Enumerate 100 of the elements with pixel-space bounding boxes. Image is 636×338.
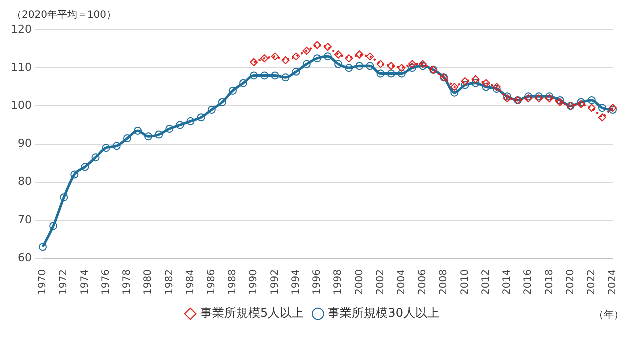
x-tick-label: 1996: [312, 270, 324, 296]
point: [292, 52, 300, 61]
x-tick-label: 2004: [396, 270, 408, 296]
point: [598, 104, 606, 112]
point: [144, 132, 153, 141]
x-tick-label: 1976: [100, 270, 112, 296]
point: [313, 54, 322, 63]
x-tick-label: 2010: [460, 270, 471, 296]
x-tick-label: 2006: [418, 270, 429, 296]
point: [260, 72, 269, 80]
x-tick-label: 2002: [375, 270, 386, 296]
y-tick-label: 110: [10, 60, 32, 74]
point: [408, 60, 416, 68]
point: [324, 43, 332, 52]
point: [356, 62, 364, 70]
point: [376, 70, 385, 78]
point: [271, 52, 280, 61]
point: [450, 83, 459, 92]
y-tick-label: 60: [18, 251, 32, 264]
x-tick-label: 1980: [143, 270, 154, 296]
point: [112, 142, 121, 150]
x-tick-label: 1986: [206, 270, 218, 296]
y-axis-title: （2020年平均＝100）: [12, 9, 117, 22]
point: [387, 62, 396, 70]
y-tick-label: 100: [10, 99, 32, 112]
point: [387, 70, 396, 78]
y-tick-label: 90: [18, 137, 32, 150]
point: [260, 54, 269, 63]
point: [155, 130, 164, 139]
x-tick-label: 2018: [544, 270, 556, 296]
point: [556, 96, 564, 104]
x-tick-label: 1994: [290, 270, 302, 296]
point: [92, 154, 100, 162]
x-tick-label: 2012: [480, 270, 492, 296]
x-tick-label: 1992: [270, 270, 281, 296]
point: [60, 194, 68, 202]
x-axis-title: （年）: [594, 309, 624, 322]
point: [345, 64, 354, 72]
point: [123, 134, 132, 143]
x-tick-label: 1984: [185, 270, 196, 296]
x-tick-label: 2022: [586, 270, 598, 296]
point: [461, 77, 470, 86]
point: [166, 125, 174, 134]
point: [472, 79, 480, 88]
x-tick-label: 1990: [248, 270, 260, 296]
x-tick-label: 1998: [333, 270, 344, 296]
point: [492, 85, 501, 94]
point: [482, 79, 490, 88]
point: [302, 60, 311, 68]
x-tick-label: 1974: [80, 270, 91, 296]
point: [240, 79, 248, 88]
point: [461, 81, 470, 90]
point: [70, 170, 79, 179]
point: [292, 68, 300, 76]
x-tick-label: 1988: [228, 270, 239, 296]
point: [450, 88, 459, 97]
y-tick-label: 70: [18, 213, 32, 226]
point: [588, 96, 596, 104]
x-tick-label: 2000: [354, 270, 366, 296]
point: [81, 163, 90, 172]
x-tick-label: 2024: [608, 270, 619, 296]
x-tick-label: 2014: [502, 270, 514, 296]
point: [50, 222, 58, 230]
point: [208, 106, 216, 114]
point: [482, 83, 490, 92]
x-tick-label: 1972: [58, 270, 70, 296]
point: [282, 56, 290, 64]
point: [334, 60, 343, 68]
point: [588, 104, 596, 112]
legend-label: 事業所規模5人以上: [200, 306, 304, 320]
point: [250, 72, 258, 80]
point: [366, 52, 374, 61]
point: [398, 64, 406, 72]
point: [408, 64, 416, 72]
x-tick-label: 1982: [164, 270, 176, 296]
point: [38, 243, 47, 252]
point: [176, 121, 184, 130]
point: [598, 114, 606, 122]
x-tick-label: 1970: [38, 270, 49, 296]
point: [398, 70, 406, 78]
point: [472, 76, 480, 84]
point: [282, 74, 290, 82]
x-tick-label: 2016: [523, 270, 534, 296]
point: [250, 58, 258, 66]
x-tick-label: 1978: [122, 270, 134, 296]
legend-label: 事業所規模30人以上: [328, 306, 440, 320]
x-tick-label: 2020: [565, 270, 576, 296]
point: [271, 72, 280, 80]
point: [334, 50, 343, 59]
point: [356, 50, 364, 59]
point: [134, 126, 142, 135]
point: [218, 98, 226, 106]
x-tick-label: 2008: [438, 270, 450, 296]
point: [313, 41, 322, 50]
point: [376, 60, 385, 68]
point: [324, 52, 332, 61]
y-tick-label: 120: [10, 22, 32, 36]
point: [302, 46, 311, 55]
point: [366, 62, 374, 70]
point: [186, 117, 195, 126]
